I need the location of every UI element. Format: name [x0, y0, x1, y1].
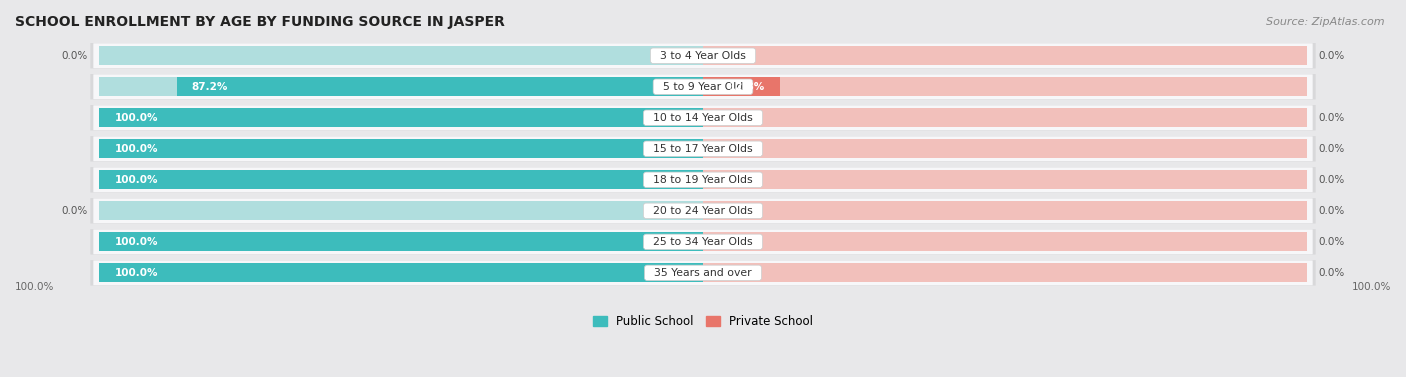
FancyBboxPatch shape — [93, 105, 1313, 130]
Legend: Public School, Private School: Public School, Private School — [588, 311, 818, 333]
FancyBboxPatch shape — [93, 261, 1313, 285]
Bar — [100, 108, 703, 127]
Text: 100.0%: 100.0% — [114, 268, 157, 278]
Text: 25 to 34 Year Olds: 25 to 34 Year Olds — [647, 237, 759, 247]
Text: Source: ZipAtlas.com: Source: ZipAtlas.com — [1267, 17, 1385, 27]
Bar — [100, 263, 703, 282]
Bar — [703, 77, 1306, 97]
Bar — [703, 201, 1306, 221]
Text: 100.0%: 100.0% — [114, 237, 157, 247]
Bar — [703, 46, 1306, 65]
Bar — [100, 46, 703, 65]
Bar — [703, 108, 1306, 127]
FancyBboxPatch shape — [93, 167, 1313, 192]
Text: 0.0%: 0.0% — [1319, 268, 1344, 278]
Text: 3 to 4 Year Olds: 3 to 4 Year Olds — [652, 51, 754, 61]
Bar — [100, 232, 703, 251]
Text: 0.0%: 0.0% — [62, 206, 87, 216]
Bar — [100, 201, 703, 221]
Text: 18 to 19 Year Olds: 18 to 19 Year Olds — [647, 175, 759, 185]
Bar — [703, 170, 1306, 189]
FancyBboxPatch shape — [93, 198, 1313, 223]
Text: 0.0%: 0.0% — [1319, 51, 1344, 61]
Text: 0.0%: 0.0% — [1319, 237, 1344, 247]
Bar — [100, 170, 703, 189]
Text: 20 to 24 Year Olds: 20 to 24 Year Olds — [647, 206, 759, 216]
Bar — [100, 170, 703, 189]
FancyBboxPatch shape — [90, 105, 1316, 130]
Bar — [100, 108, 703, 127]
Text: 10 to 14 Year Olds: 10 to 14 Year Olds — [647, 113, 759, 123]
FancyBboxPatch shape — [90, 136, 1316, 161]
Text: 15 to 17 Year Olds: 15 to 17 Year Olds — [647, 144, 759, 154]
Text: 87.2%: 87.2% — [191, 82, 228, 92]
FancyBboxPatch shape — [90, 43, 1316, 69]
Bar — [100, 263, 703, 282]
Text: 0.0%: 0.0% — [1319, 206, 1344, 216]
Text: 0.0%: 0.0% — [1319, 175, 1344, 185]
FancyBboxPatch shape — [93, 43, 1313, 68]
FancyBboxPatch shape — [90, 167, 1316, 193]
FancyBboxPatch shape — [93, 136, 1313, 161]
Bar — [100, 139, 703, 158]
Text: 0.0%: 0.0% — [1319, 113, 1344, 123]
Text: 100.0%: 100.0% — [114, 144, 157, 154]
Bar — [703, 263, 1306, 282]
Bar — [177, 77, 703, 97]
Text: 12.8%: 12.8% — [728, 82, 765, 92]
FancyBboxPatch shape — [90, 260, 1316, 286]
FancyBboxPatch shape — [90, 198, 1316, 224]
FancyBboxPatch shape — [93, 74, 1313, 99]
Text: 100.0%: 100.0% — [114, 113, 157, 123]
Text: 100.0%: 100.0% — [15, 282, 55, 292]
FancyBboxPatch shape — [90, 74, 1316, 100]
FancyBboxPatch shape — [93, 230, 1313, 254]
Bar — [100, 232, 703, 251]
Text: 0.0%: 0.0% — [1319, 144, 1344, 154]
Text: 0.0%: 0.0% — [62, 51, 87, 61]
Text: 100.0%: 100.0% — [114, 175, 157, 185]
Text: 5 to 9 Year Old: 5 to 9 Year Old — [655, 82, 751, 92]
Bar — [703, 77, 780, 97]
Text: SCHOOL ENROLLMENT BY AGE BY FUNDING SOURCE IN JASPER: SCHOOL ENROLLMENT BY AGE BY FUNDING SOUR… — [15, 15, 505, 29]
Text: 35 Years and over: 35 Years and over — [647, 268, 759, 278]
Bar — [100, 139, 703, 158]
Bar — [100, 77, 703, 97]
Bar — [703, 232, 1306, 251]
FancyBboxPatch shape — [90, 229, 1316, 254]
Text: 100.0%: 100.0% — [1351, 282, 1391, 292]
Bar — [703, 139, 1306, 158]
